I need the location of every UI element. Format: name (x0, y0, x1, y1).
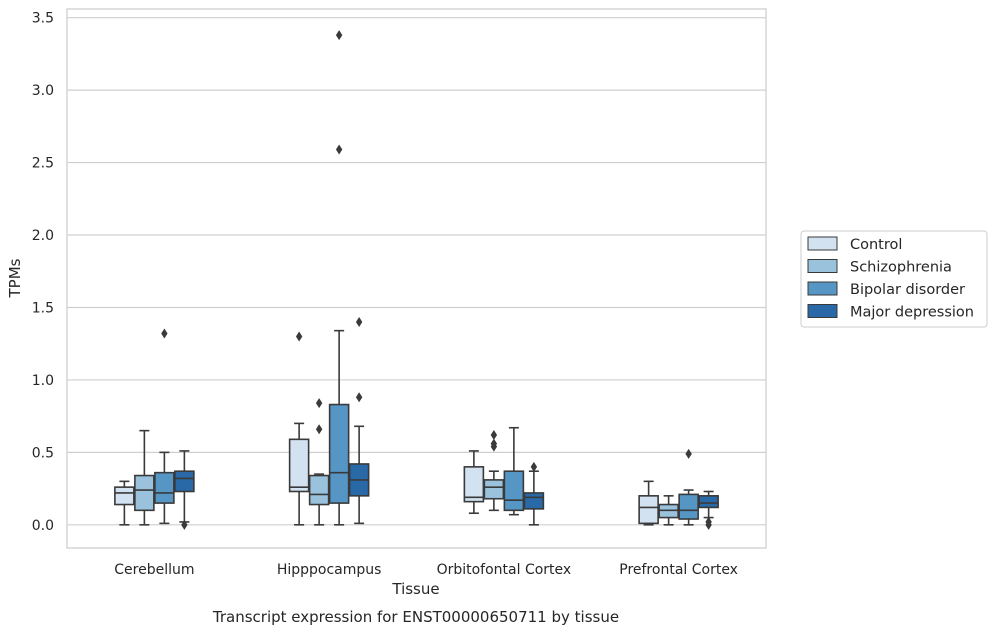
y-tick-label: 3.0 (32, 83, 54, 99)
box-iqr (308, 474, 330, 506)
y-tick-label: 2.5 (32, 156, 54, 172)
legend-label: Schizophrenia (850, 260, 952, 276)
legend-swatch (807, 304, 838, 318)
box-group (638, 480, 659, 526)
outlier-point (685, 448, 692, 459)
box-series-group (114, 30, 719, 530)
box-group (503, 426, 525, 516)
y-tick-label: 1.5 (32, 300, 54, 316)
legend-label: Bipolar disorder (850, 282, 965, 298)
y-tick-label: 0.5 (32, 445, 54, 461)
legend-swatch (807, 259, 838, 273)
x-tick-label: Prefrontal Cortex (619, 562, 738, 578)
y-tick-label: 3.5 (32, 11, 54, 27)
outlier-point (161, 328, 168, 339)
plot-area-frame (66, 8, 767, 549)
outlier-point (335, 30, 343, 41)
outlier-point (181, 519, 188, 530)
box-group (658, 495, 679, 526)
outlier-point (530, 461, 538, 472)
box-iqr (114, 486, 135, 506)
outlier-point (315, 398, 323, 409)
outlier-point (355, 316, 363, 327)
legend: Control Schizophrenia Bipolar disorder Majo… (800, 230, 988, 328)
y-axis-label: TPMs (6, 258, 24, 298)
box-iqr (698, 495, 719, 509)
box-group (174, 450, 195, 530)
box-iqr (134, 474, 155, 512)
box-iqr (638, 495, 659, 525)
x-tick-label: Hipppocampus (277, 562, 382, 578)
box-iqr (154, 471, 175, 504)
x-tick-label: Cerebellum (114, 562, 194, 578)
outlier-point (315, 424, 323, 435)
y-tick-label: 1.0 (32, 373, 54, 389)
legend-swatch (807, 281, 838, 296)
outlier-point (705, 516, 712, 527)
x-axis-label: Tissue (391, 580, 439, 598)
x-tick-label: Orbitofontal Cortex (437, 562, 572, 578)
box-group (114, 480, 135, 526)
box-iqr (503, 470, 525, 512)
box-iqr (288, 438, 310, 493)
box-group (483, 429, 505, 512)
outlier-point (295, 331, 303, 342)
y-axis-ticks: 0.0 0.5 1.0 1.5 2.0 2.5 3.0 3.5 (32, 11, 54, 534)
outlier-point (335, 144, 343, 155)
box-iqr (174, 470, 195, 493)
outlier-point (490, 438, 498, 449)
box-iqr (463, 466, 485, 503)
outlier-point (355, 392, 363, 403)
legend-frame (800, 230, 988, 328)
box-group (328, 30, 350, 526)
legend-label: Major depression (850, 305, 974, 321)
box-group (308, 398, 330, 526)
box-iqr (483, 479, 505, 500)
figure-caption: Transcript expression for ENST0000065071… (212, 608, 619, 626)
box-group (463, 450, 485, 515)
legend-label: Control (850, 237, 902, 253)
legend-swatch (807, 236, 838, 251)
box-iqr (523, 492, 545, 510)
box-group (134, 429, 155, 526)
outlier-point (490, 429, 498, 440)
x-axis-ticks: Cerebellum Hipppocampus Orbitofontal Corte… (114, 562, 738, 578)
y-tick-label: 0.0 (32, 518, 54, 534)
box-group (678, 448, 699, 526)
box-group (523, 461, 545, 526)
box-group (288, 331, 310, 526)
box-group (154, 328, 175, 525)
box-iqr (328, 403, 350, 504)
y-tick-label: 2.0 (32, 228, 54, 244)
box-group (698, 490, 719, 530)
box-group (348, 316, 370, 525)
box-iqr (678, 493, 699, 520)
